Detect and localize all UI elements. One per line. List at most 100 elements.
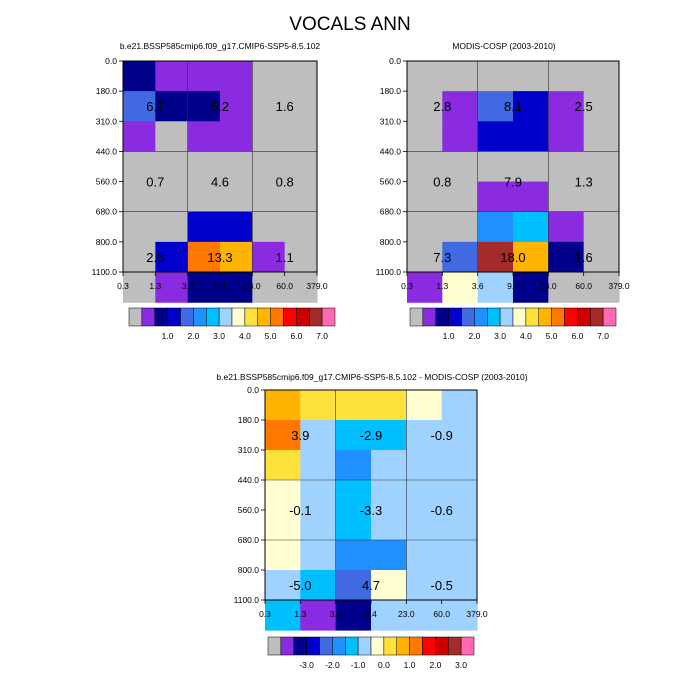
colorbar-swatch xyxy=(474,307,488,327)
heatmap-cell xyxy=(300,450,337,481)
colorbar-swatch xyxy=(422,636,436,656)
heatmap-cell xyxy=(406,420,443,451)
heatmap-cell xyxy=(441,420,478,451)
box-value-label: 2.5 xyxy=(146,250,164,265)
heatmap-cell xyxy=(548,61,585,92)
y-tick-label: 310.0 xyxy=(380,116,402,126)
box-value-label: 4.7 xyxy=(362,578,380,593)
heatmap-cell xyxy=(442,91,479,122)
colorbar-swatch xyxy=(167,307,181,327)
colorbar-swatch xyxy=(564,307,578,327)
x-tick-label: 23.0 xyxy=(244,281,261,291)
colorbar-swatch xyxy=(154,307,168,327)
x-tick-label: 379.0 xyxy=(466,609,488,619)
panel-modis-title: MODIS-COSP (2003-2010) xyxy=(452,41,555,51)
heatmap-cell xyxy=(220,61,253,92)
heatmap-cell xyxy=(155,241,189,273)
heatmap-cell xyxy=(407,241,443,273)
y-tick-label: 310.0 xyxy=(238,445,260,455)
heatmap-cell xyxy=(252,211,286,243)
heatmap-cell xyxy=(407,272,443,303)
x-tick-label: 23.0 xyxy=(540,281,557,291)
colorbar-label: -2.0 xyxy=(325,660,340,670)
heatmap-cell xyxy=(371,480,407,511)
heatmap-cell xyxy=(442,181,479,213)
heatmap-cell xyxy=(548,121,585,153)
heatmap-cell xyxy=(155,272,189,303)
heatmap-cell xyxy=(123,272,156,303)
colorbar-swatch xyxy=(206,307,220,327)
colorbar-swatch xyxy=(602,307,617,327)
heatmap-cell xyxy=(284,151,318,183)
heatmap-cell xyxy=(123,151,156,183)
colorbar-swatch xyxy=(231,307,246,327)
colorbar-swatch xyxy=(396,636,410,656)
heatmap-cell xyxy=(406,600,443,631)
heatmap-cell xyxy=(220,181,253,213)
heatmap-cell xyxy=(442,121,479,153)
colorbar-label: 2.0 xyxy=(429,660,441,670)
main-title: VOCALS ANN xyxy=(289,14,410,35)
box-value-label: 5.2 xyxy=(211,99,229,114)
heatmap-cell xyxy=(335,570,372,601)
colorbar-swatch xyxy=(435,636,449,656)
y-tick-label: 180.0 xyxy=(238,415,260,425)
y-tick-label: 0.0 xyxy=(389,56,401,66)
heatmap-cell xyxy=(123,61,156,92)
heatmap-cell xyxy=(123,121,156,153)
y-tick-label: 680.0 xyxy=(96,207,118,217)
heatmap-cell xyxy=(441,480,478,511)
heatmap-cell xyxy=(513,61,549,92)
colorbar-swatch xyxy=(309,307,323,327)
colorbar-swatch xyxy=(460,636,475,656)
heatmap-cell xyxy=(220,241,253,273)
box-value-label: 0.8 xyxy=(276,175,294,190)
colorbar-label: 0.0 xyxy=(378,660,390,670)
heatmap-cell xyxy=(187,91,221,122)
heatmap-cell xyxy=(407,121,443,153)
heatmap-cell xyxy=(442,61,479,92)
y-tick-label: 680.0 xyxy=(380,207,402,217)
colorbar-label: 1.0 xyxy=(162,331,174,341)
colorbar-swatch xyxy=(280,636,295,656)
colorbar-swatch xyxy=(193,307,207,327)
colorbar-label: 5.0 xyxy=(546,331,558,341)
y-tick-label: 800.0 xyxy=(96,237,118,247)
colorbar-swatch xyxy=(409,307,424,327)
heatmap-cell xyxy=(123,211,156,243)
heatmap-cell xyxy=(335,510,372,541)
heatmap-cell xyxy=(300,540,337,571)
box-value-label: -0.1 xyxy=(289,503,311,518)
heatmap-cell xyxy=(406,390,443,421)
colorbar-label: 4.0 xyxy=(239,331,251,341)
heatmap-cell xyxy=(583,121,620,153)
colorbar-label: 3.0 xyxy=(213,331,225,341)
colorbar-swatch xyxy=(551,307,565,327)
heatmap-cell xyxy=(284,121,318,153)
colorbar-swatch xyxy=(448,307,462,327)
box-value-label: 2.5 xyxy=(575,99,593,114)
x-tick-label: 0.3 xyxy=(401,281,413,291)
x-tick-label: 379.0 xyxy=(306,281,328,291)
box-value-label: 4.6 xyxy=(211,175,229,190)
heatmap-cell xyxy=(220,211,253,243)
x-tick-label: 0.3 xyxy=(117,281,129,291)
heatmap-cell xyxy=(155,181,189,213)
heatmap-cell xyxy=(252,61,286,92)
box-value-label: -0.5 xyxy=(430,578,452,593)
panel-model-title: b.e21.BSSP585cmip6.f09_g17.CMIP6-SSP5-8.… xyxy=(120,41,321,51)
heatmap-cell xyxy=(406,480,443,511)
colorbar-swatch xyxy=(321,307,336,327)
heatmap-cell xyxy=(335,450,372,481)
heatmap-cell xyxy=(583,211,620,243)
heatmap-cell xyxy=(407,91,443,122)
colorbar-swatch xyxy=(370,636,385,656)
x-tick-label: 1.3 xyxy=(294,609,306,619)
heatmap-cell xyxy=(477,121,514,153)
colorbar-swatch xyxy=(577,307,591,327)
x-tick-label: 1.3 xyxy=(436,281,448,291)
heatmap-cell xyxy=(265,570,301,601)
heatmap-cell xyxy=(252,272,286,303)
box-value-label: 0.7 xyxy=(146,175,164,190)
